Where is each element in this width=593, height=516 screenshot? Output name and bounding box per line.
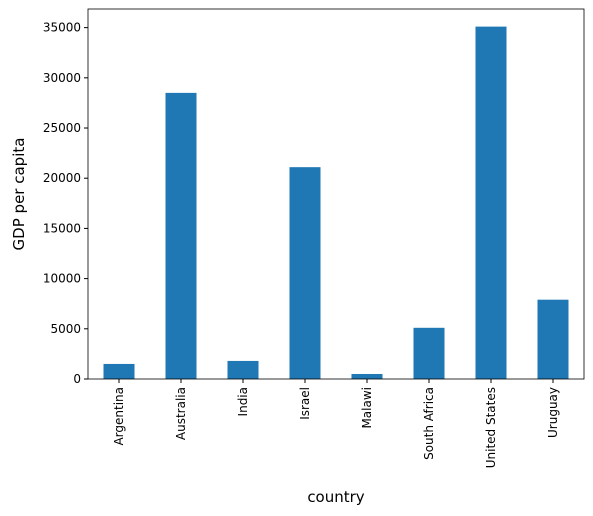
bar	[537, 299, 569, 379]
y-tick-label: 10000	[43, 272, 81, 286]
plot-frame	[87, 8, 585, 380]
x-tick-label: Australia	[174, 387, 188, 440]
y-tick-label: 15000	[43, 221, 81, 235]
bar	[351, 373, 383, 379]
x-tick-label: Argentina	[112, 387, 126, 446]
bar	[165, 92, 197, 379]
bar	[475, 26, 507, 379]
y-tick-label: 25000	[43, 121, 81, 135]
x-axis-label: country	[307, 488, 364, 506]
bar	[227, 360, 259, 379]
y-tick-label: 35000	[43, 21, 81, 35]
bar	[103, 363, 135, 379]
bar	[289, 167, 321, 379]
y-tick-label: 0	[73, 372, 81, 386]
x-tick-label: Israel	[298, 387, 312, 420]
x-tick-label: United States	[484, 387, 498, 468]
bar	[413, 327, 445, 379]
x-tick-label: South Africa	[422, 387, 436, 460]
y-axis-label: GDP per capita	[10, 138, 28, 251]
x-tick-label: Malawi	[360, 387, 374, 429]
y-tick-label: 20000	[43, 171, 81, 185]
y-tick-label: 5000	[50, 322, 81, 336]
y-tick-label: 30000	[43, 71, 81, 85]
x-tick-label: India	[236, 387, 250, 416]
x-tick-label: Uruguay	[546, 387, 560, 438]
